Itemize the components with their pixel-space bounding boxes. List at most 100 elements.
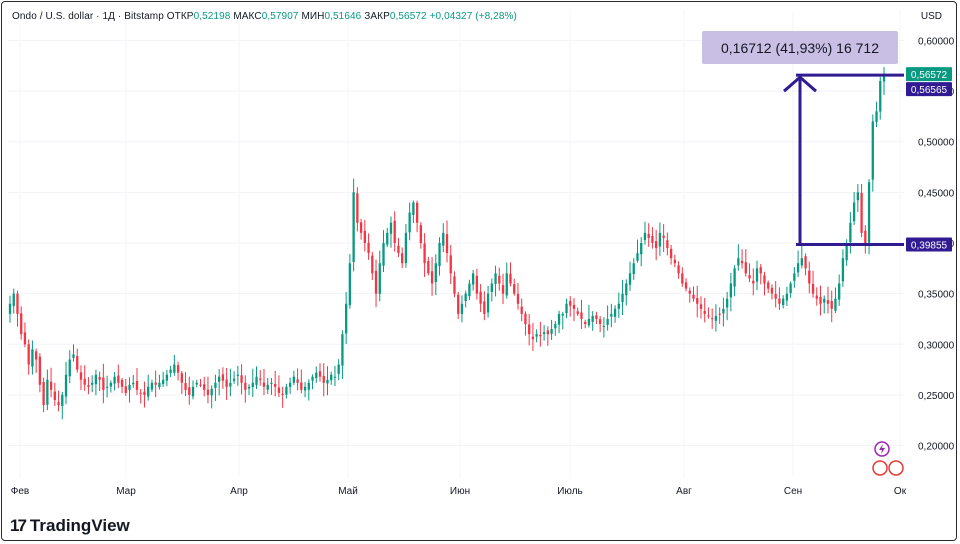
x-tick-label: Фев [11, 486, 29, 497]
candle [72, 344, 75, 362]
candle [778, 287, 781, 311]
candle [699, 296, 703, 319]
candle [767, 280, 770, 294]
candle [34, 348, 38, 373]
candle [711, 308, 714, 329]
x-tick-label: Мар [116, 486, 136, 497]
candle [117, 364, 120, 389]
candle [359, 218, 363, 240]
candle [666, 232, 669, 256]
candle [31, 340, 34, 375]
y-tick-label: 0,20000 [918, 442, 955, 453]
candle [337, 359, 340, 381]
candle [516, 283, 520, 310]
candlestick-series [8, 67, 886, 420]
candle [139, 388, 142, 404]
candle [57, 390, 60, 412]
candle [494, 265, 497, 297]
candle [471, 269, 475, 291]
tradingview-logo[interactable]: 17 TradingView [10, 516, 130, 536]
candle [819, 285, 822, 316]
currency-label[interactable]: USD [920, 11, 942, 22]
candle [804, 253, 807, 276]
candle [830, 290, 833, 323]
candle [363, 219, 366, 252]
candle [102, 363, 105, 404]
candle [374, 259, 378, 307]
candle [352, 178, 355, 272]
candle [811, 270, 815, 298]
candle [752, 268, 755, 296]
candle [53, 382, 56, 407]
x-tick-label: Сен [784, 486, 802, 497]
candle [554, 320, 557, 336]
candle [789, 281, 792, 298]
level-high-tag: 0,56565 [911, 85, 948, 96]
candle [867, 178, 871, 255]
candle [232, 371, 236, 384]
candle [341, 330, 344, 379]
candle [647, 223, 650, 247]
candle [348, 254, 352, 309]
candle [8, 295, 12, 323]
candle [602, 317, 606, 338]
candle [793, 267, 796, 288]
candle [591, 311, 594, 331]
candle [535, 329, 538, 343]
candle [251, 368, 254, 398]
candle [617, 292, 620, 318]
measure-tool: 0,16712 (41,93%) 16 712 [702, 31, 904, 246]
candle [449, 244, 452, 284]
candle [225, 367, 228, 400]
time-axis: Фев Мар Апр Май Июн Июль Авг Сен Ок [11, 486, 907, 497]
candle [796, 250, 800, 278]
candle [610, 303, 613, 328]
candle [180, 371, 183, 394]
candle [393, 211, 396, 252]
candle [546, 326, 550, 346]
brand-name: TradingView [29, 516, 130, 535]
candle [49, 367, 53, 398]
candle [550, 319, 553, 340]
candle [528, 313, 531, 346]
candle [520, 298, 523, 322]
candle [669, 244, 673, 265]
low-label: МИН [301, 11, 325, 22]
candle [748, 263, 751, 283]
level-low-tag-box [906, 237, 952, 252]
candle [606, 305, 609, 331]
candle [438, 237, 441, 276]
candle [397, 238, 400, 258]
candle [841, 249, 845, 287]
symbol-header: Ondo / U.S. dollar · 1Д · Bitstamp ОТКР0… [12, 11, 517, 22]
candle [247, 384, 251, 396]
candle [755, 260, 759, 291]
candle [834, 287, 837, 314]
candle [490, 278, 493, 302]
grid-lines [8, 10, 904, 478]
candle [109, 380, 113, 393]
candle [640, 237, 643, 267]
candle [64, 361, 68, 405]
candle [509, 262, 512, 287]
candle [860, 183, 863, 238]
candle [87, 377, 90, 395]
candle [621, 279, 624, 316]
candle [781, 295, 785, 309]
candle [703, 297, 706, 323]
candle [68, 350, 71, 384]
candle [83, 365, 86, 391]
candle [856, 184, 860, 213]
symbol-title[interactable]: Ondo / U.S. dollar · 1Д · Bitstamp [12, 11, 164, 22]
candle [561, 311, 564, 330]
candle [662, 224, 665, 252]
candle [505, 262, 508, 299]
candle [565, 298, 568, 319]
candle [453, 271, 456, 298]
candle [580, 299, 583, 329]
x-tick-label: Апр [230, 486, 248, 497]
candle [259, 370, 262, 386]
candle [882, 67, 886, 95]
